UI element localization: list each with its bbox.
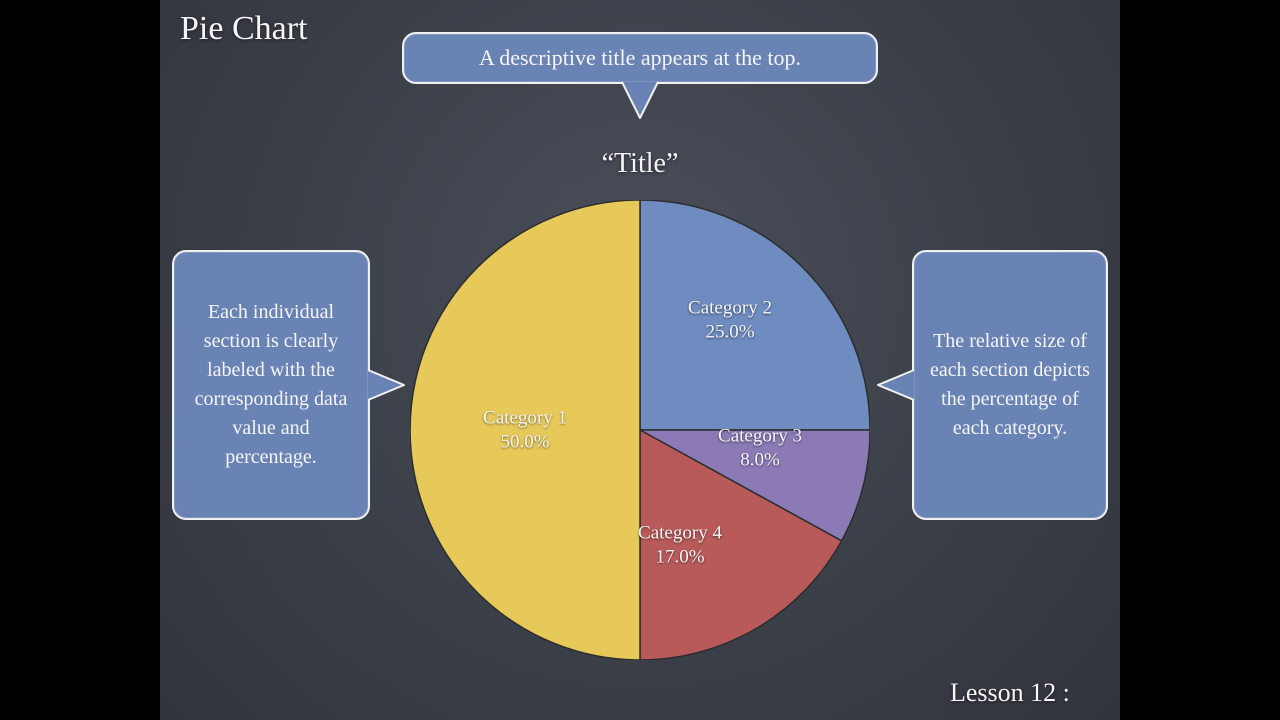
callout-left-tail-icon: [368, 370, 404, 400]
pie-slice-label: Category 38.0%: [718, 424, 802, 472]
pie-slice-label: Category 417.0%: [638, 521, 722, 569]
lesson-label: Lesson 12 :: [950, 678, 1070, 708]
pie-slice-label: Category 225.0%: [688, 296, 772, 344]
callout-top-tail-icon: [622, 82, 658, 118]
pie-slice-label: Category 150.0%: [483, 406, 567, 454]
callout-left: Each individual section is clearly label…: [172, 250, 370, 520]
callout-right: The relative size of each section depict…: [912, 250, 1108, 520]
chart-title: “Title”: [540, 148, 740, 180]
chalkboard-stage: Pie Chart A descriptive title appears at…: [160, 0, 1120, 720]
callout-top: A descriptive title appears at the top.: [402, 32, 878, 84]
page-heading: Pie Chart: [180, 10, 307, 48]
callout-right-tail-icon: [878, 370, 914, 400]
